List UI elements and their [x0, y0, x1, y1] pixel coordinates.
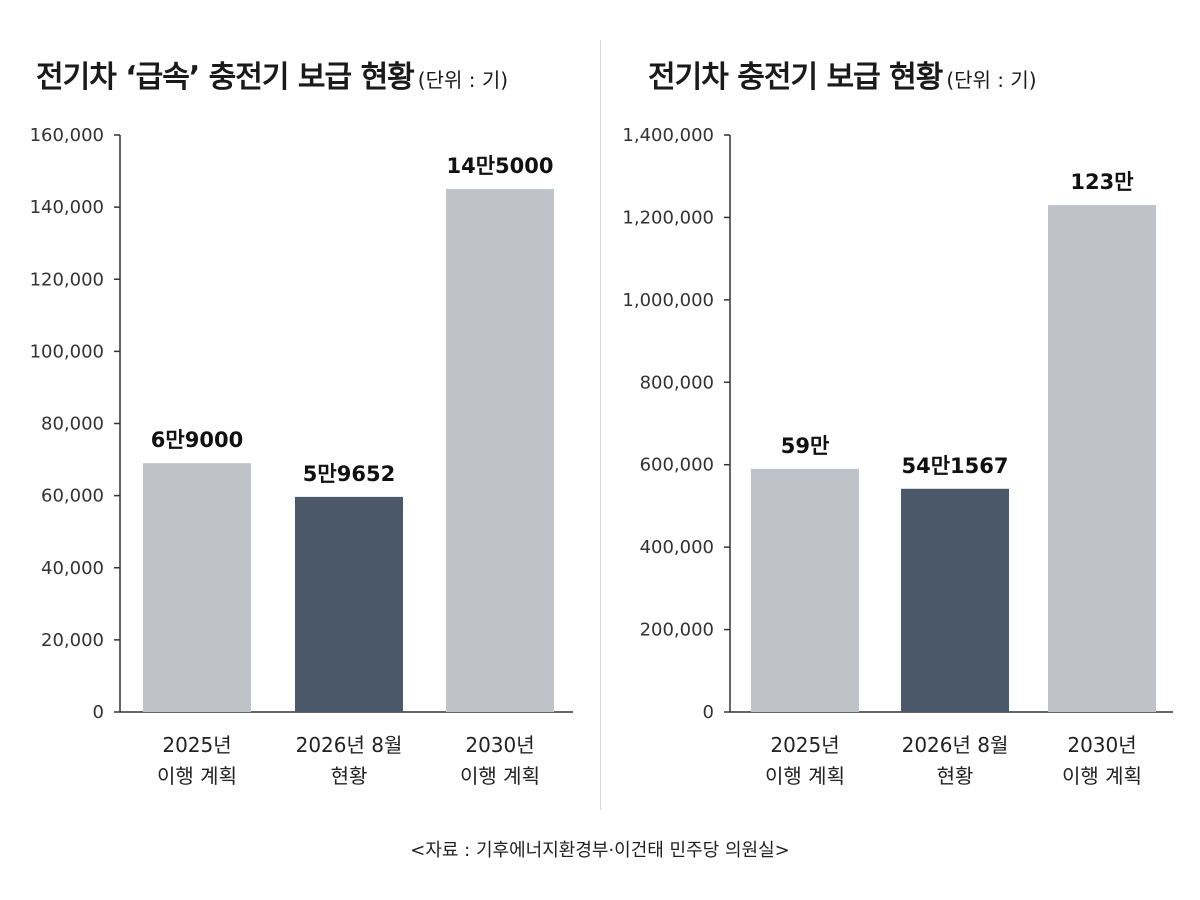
chart-unit-label: (단위 : 기)	[417, 68, 509, 92]
data-label: 54만1567	[902, 454, 1009, 478]
chart-title: 전기차 충전기 보급 현황 (단위 : 기)	[648, 52, 1037, 96]
y-tick-label: 600,000	[640, 455, 714, 476]
y-tick-label: 200,000	[640, 620, 714, 641]
source-note: <자료 : 기후에너지환경부·이건태 민주당 의원실>	[410, 840, 790, 861]
chart-unit-label: (단위 : 기)	[946, 68, 1037, 92]
y-tick-label: 1,200,000	[622, 207, 714, 228]
x-tick-label: 현황	[937, 764, 974, 788]
chart-title: 전기차 ‘급속’ 충전기 보급 현황 (단위 : 기)	[36, 52, 508, 96]
x-tick-label: 이행 계획	[157, 764, 237, 788]
chart-title-text: 전기차 ‘급속’ 충전기 보급 현황	[36, 60, 415, 95]
all-charger-bar-chart: 0 200,000 400,000 600,000 800,000 1,000,000 1,…	[622, 125, 1173, 788]
y-tick-label: 40,000	[41, 558, 104, 579]
x-tick-label: 2030년	[1067, 733, 1136, 757]
bar	[143, 463, 251, 712]
all-charger-chart-panel: 전기차 충전기 보급 현황 (단위 : 기) 0 200,000 400,000 600…	[600, 0, 1200, 820]
y-tick-label: 140,000	[30, 197, 104, 218]
x-tick-label: 이행 계획	[1062, 764, 1142, 788]
bar	[295, 496, 403, 712]
y-tick-label: 0	[703, 702, 714, 723]
x-tick-label: 2025년	[770, 733, 839, 757]
bar	[1048, 205, 1156, 713]
y-tick-label: 120,000	[30, 269, 104, 290]
panel-divider	[600, 40, 601, 810]
chart-title-text: 전기차 충전기 보급 현황	[648, 60, 943, 95]
y-tick-label: 0	[93, 702, 104, 723]
y-tick-label: 160,000	[30, 125, 104, 146]
y-tick-label: 800,000	[640, 372, 714, 393]
data-label: 6만9000	[151, 428, 243, 452]
data-label: 5만9652	[303, 462, 395, 486]
x-tick-label: 2026년 8월	[902, 733, 1009, 757]
x-tick-label: 2026년 8월	[296, 733, 403, 757]
x-tick-label: 2030년	[465, 733, 534, 757]
y-tick-label: 20,000	[41, 630, 104, 651]
data-label: 59만	[781, 434, 830, 458]
y-tick-label: 400,000	[640, 537, 714, 558]
x-tick-label: 이행 계획	[460, 764, 540, 788]
bar	[751, 468, 859, 712]
x-tick-label: 이행 계획	[765, 764, 845, 788]
y-tick-label: 60,000	[41, 486, 104, 507]
y-tick-label: 100,000	[30, 341, 104, 362]
y-tick-label: 1,400,000	[622, 125, 714, 146]
fast-charger-bar-chart: 0 20,000 40,000 60,000 80,000 100,000 120,000 1…	[30, 125, 573, 788]
bar	[446, 189, 554, 712]
y-tick-label: 80,000	[41, 414, 104, 435]
x-tick-label: 2025년	[162, 733, 231, 757]
data-label: 123만	[1070, 170, 1133, 194]
data-label: 14만5000	[447, 154, 554, 178]
y-tick-label: 1,000,000	[622, 290, 714, 311]
fast-charger-chart-panel: 전기차 ‘급속’ 충전기 보급 현황 (단위 : 기) 0 20,000 40,000…	[0, 0, 600, 820]
bar	[901, 488, 1009, 712]
x-tick-label: 현황	[331, 764, 368, 788]
